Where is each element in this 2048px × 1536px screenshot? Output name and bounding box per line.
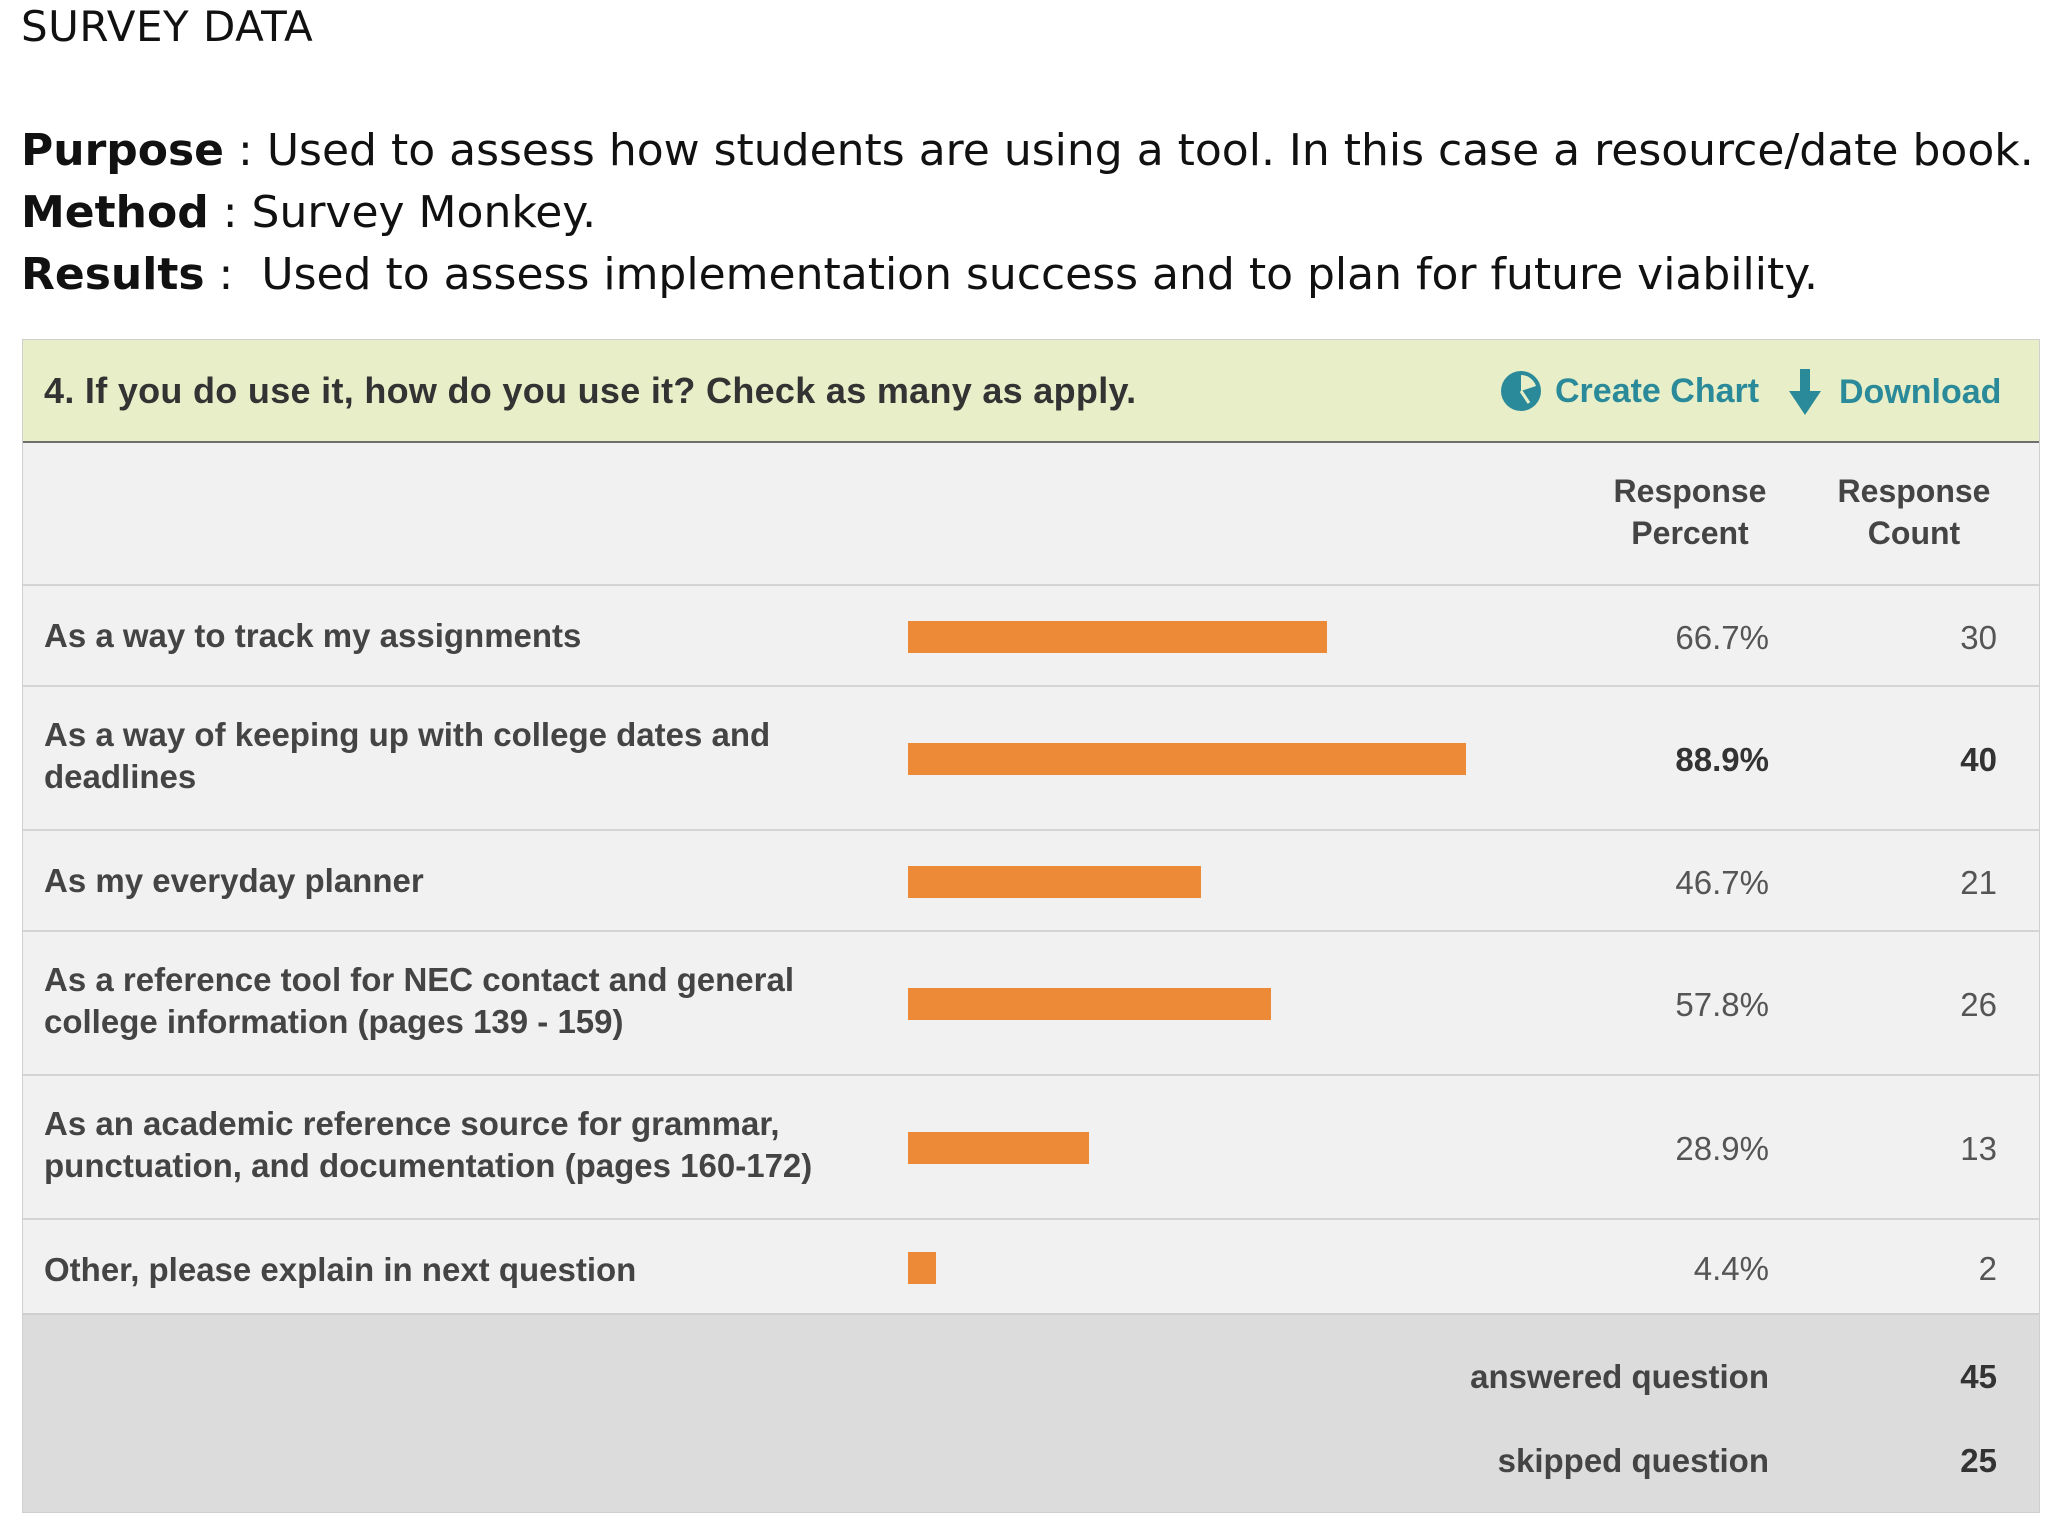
answer-label: Other, please explain in next question: [44, 1251, 637, 1288]
method-text: : Survey Monkey.: [208, 187, 597, 238]
response-count: 40: [1960, 741, 1997, 778]
method-label: Method: [21, 187, 209, 238]
response-count: 26: [1960, 986, 1997, 1023]
download-button[interactable]: Download: [1789, 369, 2001, 415]
document-title: SURVEY DATA: [21, 2, 314, 51]
download-label: Download: [1839, 372, 2002, 411]
response-percent: 88.9%: [1675, 741, 1769, 778]
answer-label: As my everyday planner: [44, 862, 424, 899]
create-chart-label: Create Chart: [1555, 371, 1760, 410]
answer-label: As a way of keeping up with college date…: [44, 716, 771, 795]
response-count: 30: [1960, 619, 1997, 656]
pie-chart-icon: [1501, 371, 1541, 411]
response-count-header: Response Count: [1804, 470, 2024, 554]
response-percent: 46.7%: [1675, 864, 1769, 901]
response-count: 13: [1960, 1130, 1997, 1167]
purpose-line: Purpose : Used to assess how students ar…: [21, 125, 2034, 176]
answer-label: As a reference tool for NEC contact and …: [44, 961, 795, 1040]
answered-question-value: 45: [1960, 1358, 1997, 1395]
response-percent-header-line2: Percent: [1631, 515, 1749, 551]
response-count: 21: [1960, 864, 1997, 901]
response-count: 2: [1978, 1250, 1997, 1287]
skipped-question-label: skipped question: [1497, 1442, 1769, 1479]
response-bar: [908, 988, 1271, 1020]
summary-footer: answered question 45 skipped question 25: [23, 1313, 2039, 1512]
response-bar: [908, 1252, 936, 1284]
response-bar: [908, 743, 1466, 775]
answer-row: Other, please explain in next question 4.…: [23, 1218, 2039, 1313]
answer-row: As a way of keeping up with college date…: [23, 685, 2039, 829]
response-bar: [908, 621, 1327, 653]
question-header: 4. If you do use it, how do you use it? …: [23, 340, 2039, 443]
response-percent: 28.9%: [1675, 1130, 1769, 1167]
response-bar: [908, 866, 1201, 898]
answered-question-label: answered question: [1470, 1358, 1769, 1395]
response-percent-header: Response Percent: [1580, 470, 1800, 554]
results-text: Used to assess implementation success an…: [261, 249, 1818, 300]
purpose-label: Purpose: [21, 125, 225, 176]
method-line: Method : Survey Monkey.: [21, 187, 596, 238]
results-separator: :: [204, 249, 234, 300]
purpose-text: : Used to assess how students are using …: [224, 125, 2034, 176]
create-chart-button[interactable]: Create Chart: [1499, 369, 1759, 413]
response-percent-header-line1: Response: [1613, 473, 1767, 509]
response-percent: 57.8%: [1675, 986, 1769, 1023]
response-count-header-line2: Count: [1867, 515, 1961, 551]
skipped-question-value: 25: [1960, 1442, 1997, 1479]
answer-row: As an academic reference source for gram…: [23, 1074, 2039, 1218]
down-arrow-icon: [1789, 369, 1821, 415]
response-percent: 66.7%: [1675, 619, 1769, 656]
answer-row: As a way to track my assignments 66.7% 30: [23, 584, 2039, 685]
response-bar: [908, 1132, 1089, 1164]
response-count-header-line1: Response: [1837, 473, 1991, 509]
answer-row: As my everyday planner 46.7% 21: [23, 829, 2039, 930]
survey-panel: 4. If you do use it, how do you use it? …: [22, 339, 2040, 1513]
response-percent: 4.4%: [1693, 1250, 1769, 1287]
answer-row: As a reference tool for NEC contact and …: [23, 930, 2039, 1074]
question-title: 4. If you do use it, how do you use it? …: [44, 370, 1137, 411]
answer-label: As a way to track my assignments: [44, 617, 582, 654]
results-line: Results : Used to assess implementation s…: [21, 249, 1818, 300]
answer-label: As an academic reference source for gram…: [44, 1105, 813, 1184]
results-label: Results: [21, 249, 205, 300]
